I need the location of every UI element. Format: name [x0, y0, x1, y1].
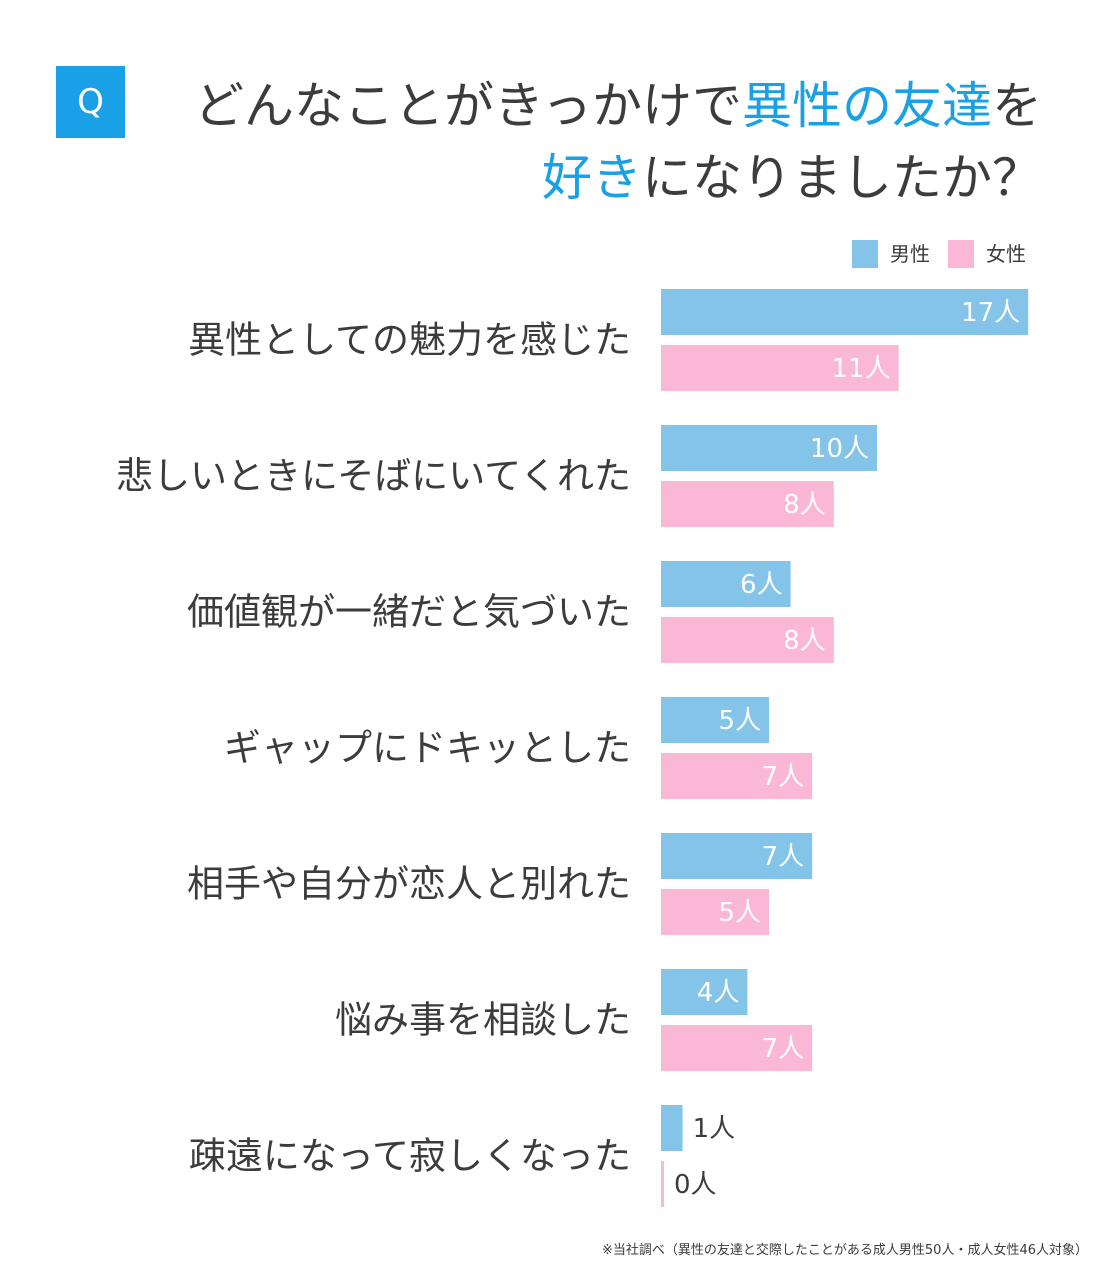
data-label: 4人	[697, 978, 740, 1008]
question-badge: Q	[56, 66, 125, 138]
legend-label-female: 女性	[986, 242, 1026, 266]
question-title-line-2: 好きになりましたか？	[542, 148, 1042, 208]
data-label: 1人	[693, 1114, 736, 1144]
data-label: 17人	[961, 298, 1020, 328]
bar-female	[661, 345, 899, 391]
bar-male	[661, 697, 769, 743]
category-label: 価値観が一緒だと気づいた	[187, 591, 631, 634]
category-label: 悲しいときにそばにいてくれた	[116, 455, 631, 498]
chart-legend: 男性 女性	[852, 240, 1032, 268]
title-text: どんなことがきっかけで	[194, 77, 742, 135]
category-label: ギャップにドキッとした	[224, 727, 631, 770]
bar-male	[661, 289, 1029, 335]
bar-female	[661, 617, 834, 663]
data-label: 5人	[718, 706, 761, 736]
title-highlight: 異性の友達	[742, 77, 992, 135]
bar-male	[661, 425, 877, 471]
bar-female	[661, 481, 834, 527]
category-label: 悩み事を相談した	[335, 999, 631, 1042]
bar-male	[661, 833, 813, 879]
bar-male	[661, 1105, 683, 1151]
data-label: 8人	[783, 626, 826, 656]
bar-female	[661, 889, 769, 935]
category-label: 異性としての魅力を感じた	[188, 319, 631, 362]
bar-male	[661, 969, 748, 1015]
title-text: を	[992, 77, 1042, 135]
data-label: 5人	[718, 898, 761, 928]
category-label: 相手や自分が恋人と別れた	[187, 863, 631, 906]
bar-female	[661, 753, 813, 799]
category-label: 疎遠になって寂しくなった	[189, 1135, 631, 1178]
title-text: になりましたか？	[642, 149, 1042, 207]
data-label: 6人	[740, 570, 783, 600]
data-label: 7人	[762, 842, 805, 872]
legend-label-male: 男性	[890, 242, 930, 266]
data-label: 0人	[674, 1170, 717, 1200]
data-label: 11人	[832, 354, 891, 384]
legend-swatch-male	[852, 240, 878, 268]
bar-male	[661, 561, 791, 607]
question-title-line-1: どんなことがきっかけで異性の友達を	[194, 76, 1042, 136]
data-label: 7人	[762, 762, 805, 792]
legend-swatch-female	[948, 240, 974, 268]
data-label: 7人	[762, 1034, 805, 1064]
footnote: ※当社調べ（異性の友達と交際したことがある成人男性50人・成人女性46人対象）	[602, 1243, 1088, 1258]
data-label: 10人	[810, 434, 869, 464]
bar-female	[661, 1161, 664, 1207]
title-highlight: 好き	[542, 149, 642, 207]
bar-female	[661, 1025, 813, 1071]
data-label: 8人	[783, 490, 826, 520]
